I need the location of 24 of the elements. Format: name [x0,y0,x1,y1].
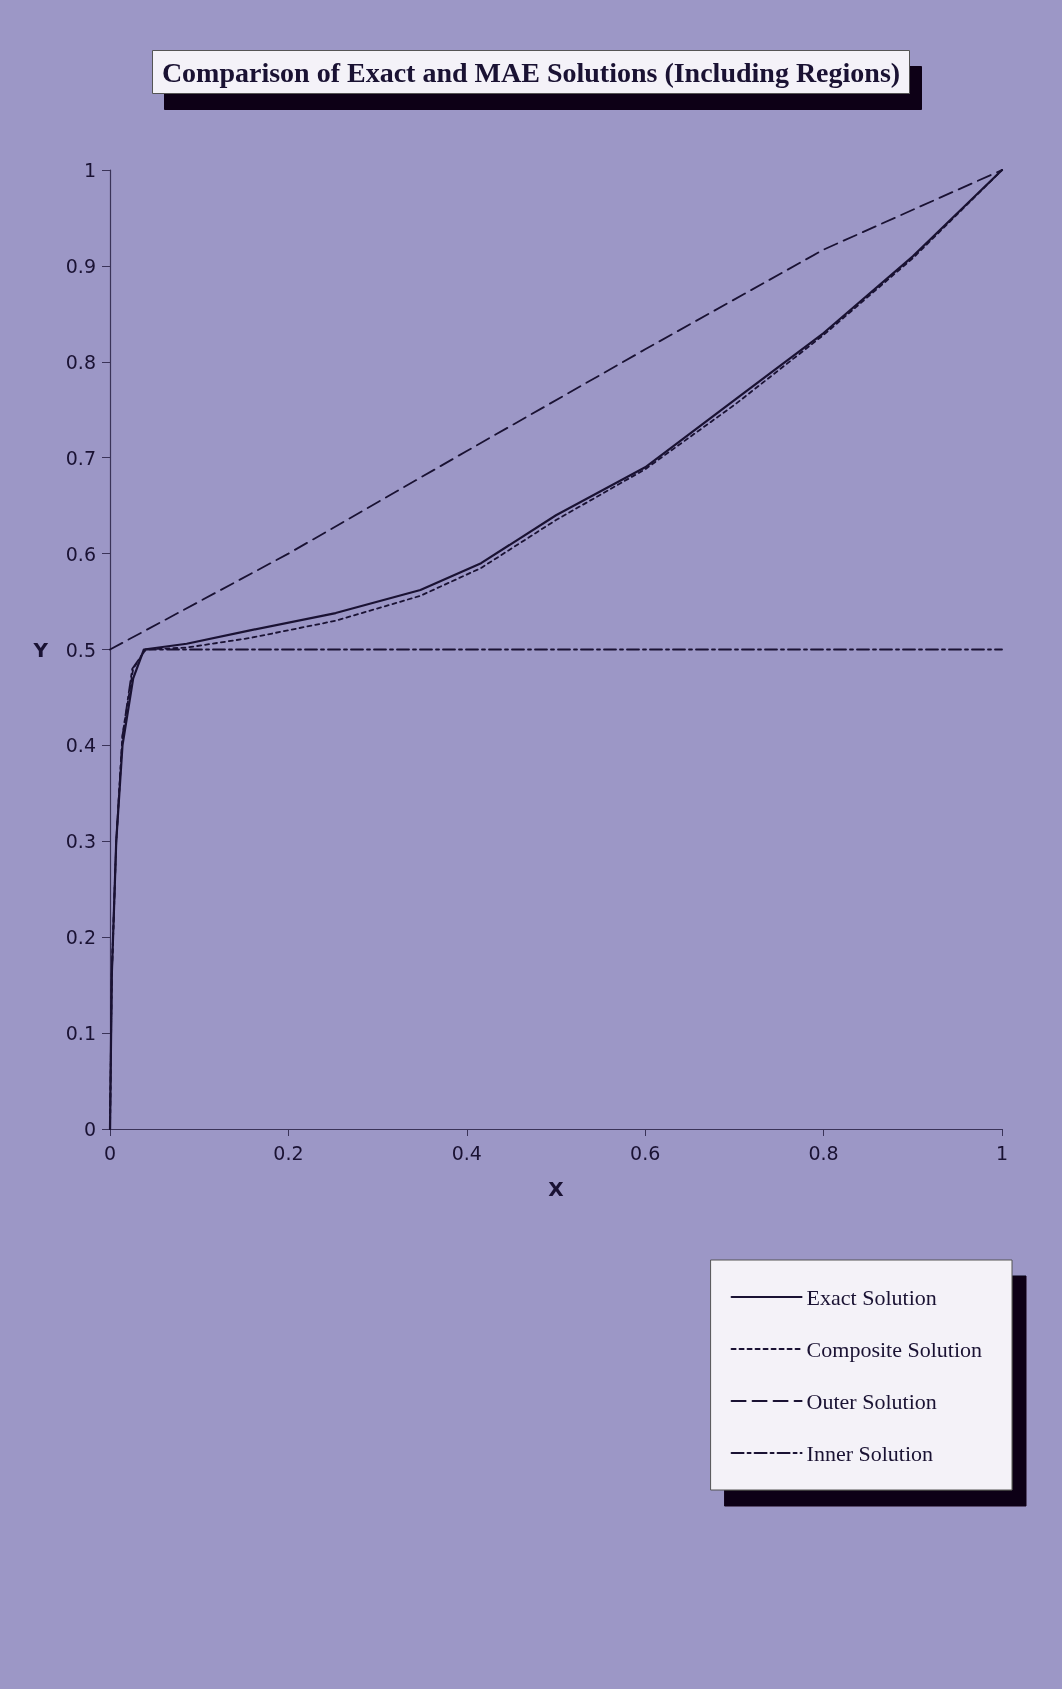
y-tick-label: 0.6 [65,542,96,565]
x-tick-label: 0.2 [273,1141,304,1164]
x-tick-label: 0.8 [808,1141,839,1164]
x-tick-label: 1 [995,1141,1009,1164]
y-tick-label: 0.3 [65,830,96,853]
legend-label: Composite Solution [806,1336,983,1362]
y-tick-label: 0.5 [65,638,96,661]
y-tick-label: 0.8 [65,350,96,373]
y-tick-label: 0.2 [65,926,96,949]
y-tick-label: 0.7 [65,446,96,469]
x-tick-label: 0.4 [451,1141,482,1164]
y-axis-title: Y [32,637,49,662]
y-tick-label: 0.4 [65,734,96,757]
x-tick-label: 0.6 [630,1141,661,1164]
legend-label: Outer Solution [806,1388,937,1414]
legend-label: Inner Solution [806,1440,934,1466]
legend-label: Exact Solution [806,1284,937,1310]
y-tick-label: 1 [83,159,96,181]
y-tick-label: 0 [83,1118,96,1140]
x-axis-title: X [548,1177,565,1201]
x-tick-label: 0 [103,1141,117,1164]
y-tick-label: 0.9 [65,254,96,277]
y-tick-label: 0.1 [65,1022,96,1045]
chart-title: Comparison of Exact and MAE Solutions (Including Regions) [161,56,901,88]
